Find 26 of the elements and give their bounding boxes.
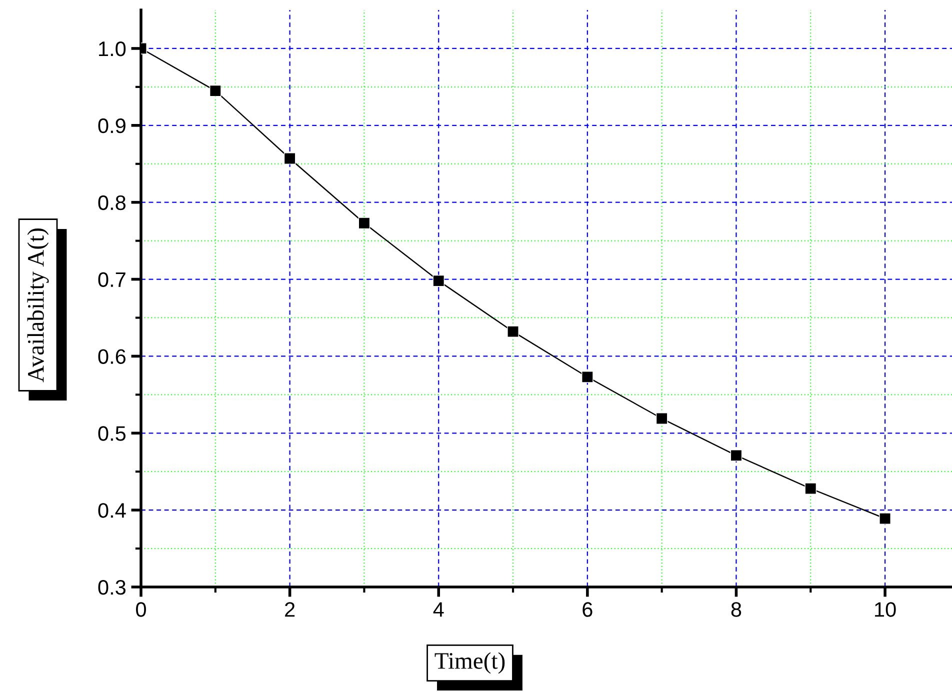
point (730, 450, 742, 462)
y-tick-label: 0.3 (98, 580, 126, 595)
x-tick-label: 2 (285, 602, 295, 617)
y-tick-label: 0.5 (98, 426, 126, 441)
point (210, 84, 222, 97)
x-axis-title: Time(t) (434, 652, 505, 674)
y-tick-label: 0.8 (98, 195, 126, 210)
point (284, 152, 296, 164)
x-tick-label: 0 (136, 602, 146, 617)
y-tick-label: 0.9 (98, 118, 126, 134)
x-tick-label: 8 (731, 602, 742, 617)
y-tick-label: 0.6 (98, 349, 126, 364)
y-tick-label: 0.7 (98, 272, 126, 288)
x-tick-label: 10 (875, 602, 896, 617)
point (879, 512, 891, 524)
point (804, 482, 817, 494)
point (507, 326, 519, 338)
point (358, 217, 370, 230)
point (656, 412, 668, 424)
point (432, 274, 445, 287)
x-tick-label: 6 (582, 602, 592, 617)
x-tick-label: 4 (433, 602, 444, 617)
point (582, 371, 594, 383)
y-axis-title: Availability A(t) (27, 228, 49, 382)
y-tick-label: 0.4 (98, 503, 126, 518)
y-tick-label: 1.0 (99, 41, 126, 56)
